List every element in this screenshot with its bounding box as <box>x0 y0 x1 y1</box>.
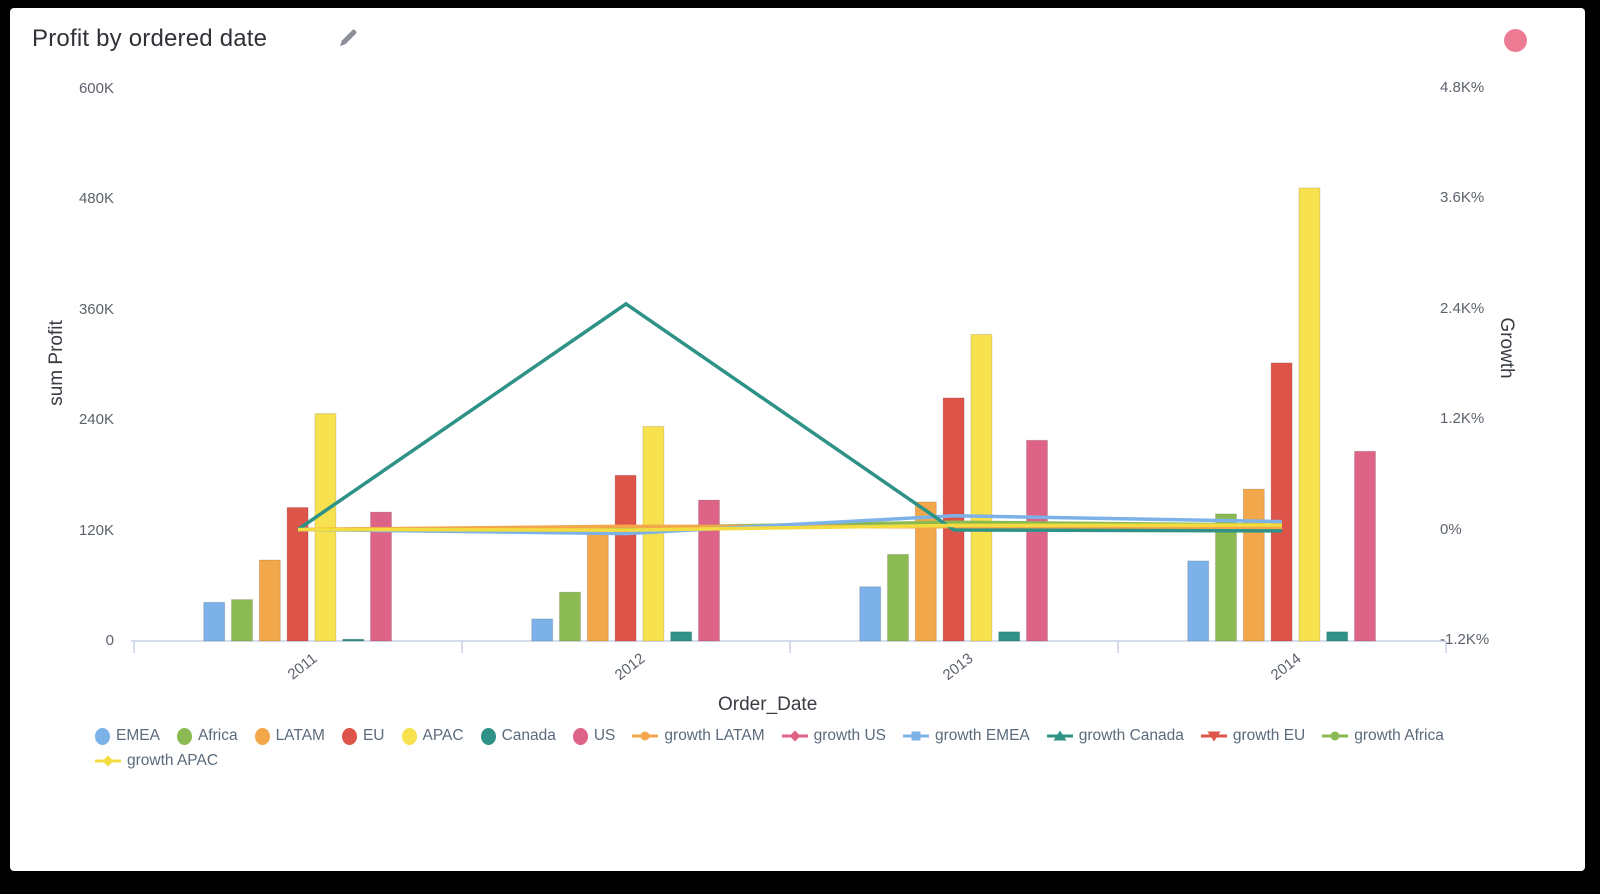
bar-APAC-2013[interactable] <box>970 333 993 642</box>
left-tick-label: 360K <box>78 300 114 318</box>
legend-item-label: APAC <box>422 727 464 744</box>
bar-Africa-2011[interactable] <box>231 599 253 642</box>
legend-item-label: growth Canada <box>1078 727 1184 744</box>
legend-item-growth-Canada[interactable]: growth Canada <box>1046 727 1184 745</box>
right-tick-label: 0% <box>1440 520 1462 538</box>
legend-item-EU[interactable]: EU <box>341 727 385 745</box>
legend-item-label: Canada <box>501 727 556 744</box>
bar-EMEA-2012[interactable] <box>531 618 554 642</box>
right-tick-label: -1.2K% <box>1440 631 1490 648</box>
legend-item-growth-EU[interactable]: growth EU <box>1200 727 1306 745</box>
bar-LATAM-2013[interactable] <box>914 501 937 642</box>
legend-item-Africa[interactable]: Africa <box>176 727 238 745</box>
legend-item-label: growth Africa <box>1354 727 1444 744</box>
circle-marker-icon <box>632 731 659 741</box>
legend-row-1: EMEA Africa LATAM EU APAC Canada US growth LATA… <box>95 727 1495 745</box>
bar-Canada-2011[interactable] <box>342 638 365 642</box>
right-tick-label: 2.4K% <box>1440 299 1485 317</box>
circle-swatch-icon <box>176 727 192 745</box>
legend-item-growth-US[interactable]: growth US <box>781 727 886 745</box>
circle-swatch-icon <box>572 727 588 745</box>
circle-marker-icon <box>1322 731 1349 741</box>
bar-EU-2012[interactable] <box>614 474 637 642</box>
bar-US-2011[interactable] <box>370 511 392 642</box>
bar-EMEA-2011[interactable] <box>203 601 226 642</box>
circle-swatch-icon <box>341 727 357 745</box>
legend-item-label: growth EU <box>1232 727 1306 744</box>
chart-card <box>10 8 1585 871</box>
edit-pencil-icon[interactable] <box>336 26 360 50</box>
circle-swatch-icon <box>95 727 110 745</box>
status-indicator-dot[interactable] <box>1504 29 1527 52</box>
legend-item-EMEA[interactable]: EMEA <box>95 727 160 745</box>
square-marker-icon <box>903 731 929 741</box>
bar-US-2013[interactable] <box>1026 439 1048 642</box>
legend-item-label: growth EMEA <box>935 727 1030 744</box>
legend-item-label: EMEA <box>116 727 160 744</box>
bar-Africa-2014[interactable] <box>1215 513 1237 642</box>
bar-EU-2014[interactable] <box>1270 362 1293 642</box>
legend-item-label: Africa <box>197 727 238 744</box>
legend-row-2: growth APAC <box>95 752 1495 770</box>
legend-item-label: growth LATAM <box>664 727 765 744</box>
bar-LATAM-2011[interactable] <box>258 559 281 642</box>
bar-EMEA-2013[interactable] <box>859 586 882 642</box>
legend-item-label: growth APAC <box>127 752 219 769</box>
left-tick-label: 480K <box>78 190 114 207</box>
diamond-marker-icon <box>95 755 121 767</box>
legend-item-Canada[interactable]: Canada <box>480 727 556 745</box>
legend-item-label: LATAM <box>275 727 325 744</box>
left-tick-label: 600K <box>78 79 114 97</box>
legend-item-label: US <box>593 727 616 744</box>
line-growth-Canada[interactable] <box>297 301 1283 533</box>
bar-APAC-2014[interactable] <box>1298 187 1321 642</box>
triangle-down-marker-icon <box>1200 731 1227 742</box>
bar-LATAM-2014[interactable] <box>1242 488 1265 642</box>
bar-US-2012[interactable] <box>698 499 720 642</box>
legend-item-growth-APAC[interactable]: growth APAC <box>95 752 218 770</box>
legend-item-LATAM[interactable]: LATAM <box>254 727 325 745</box>
circle-swatch-icon <box>480 727 496 745</box>
triangle-up-marker-icon <box>1046 730 1073 741</box>
bar-US-2014[interactable] <box>1354 450 1376 642</box>
legend-item-growth-EMEA[interactable]: growth EMEA <box>903 727 1030 745</box>
line-growth-APAC[interactable] <box>297 523 1283 532</box>
circle-swatch-icon <box>401 727 417 745</box>
circle-swatch-icon <box>254 727 270 745</box>
legend-item-growth-Africa[interactable]: growth Africa <box>1322 727 1444 745</box>
right-tick-label: 3.6K% <box>1440 189 1485 206</box>
left-tick-label: 120K <box>78 521 114 539</box>
bar-LATAM-2012[interactable] <box>586 531 609 642</box>
left-tick-label: 240K <box>78 411 114 428</box>
left-tick-label: 0 <box>105 632 114 649</box>
bar-Africa-2013[interactable] <box>887 553 909 642</box>
right-tick-label: 1.2K% <box>1440 410 1485 427</box>
legend-item-US[interactable]: US <box>572 727 616 745</box>
bar-EU-2013[interactable] <box>942 397 965 642</box>
bar-Canada-2014[interactable] <box>1326 631 1349 642</box>
bar-Africa-2012[interactable] <box>559 591 581 642</box>
chart-title: Profit by ordered date <box>32 25 268 52</box>
x-axis-title: Order_Date <box>718 694 818 715</box>
legend-item-growth-LATAM[interactable]: growth LATAM <box>632 727 765 745</box>
bar-Canada-2012[interactable] <box>670 631 693 642</box>
legend-item-label: EU <box>362 727 385 744</box>
bar-EMEA-2014[interactable] <box>1187 560 1210 642</box>
bar-Canada-2013[interactable] <box>998 631 1021 642</box>
bar-EU-2011[interactable] <box>286 507 309 642</box>
bar-APAC-2011[interactable] <box>314 413 337 642</box>
diamond-marker-icon <box>781 730 808 742</box>
legend-item-label: growth US <box>813 727 886 744</box>
legend-item-APAC[interactable]: APAC <box>401 727 464 745</box>
right-tick-label: 4.8K% <box>1440 78 1485 96</box>
